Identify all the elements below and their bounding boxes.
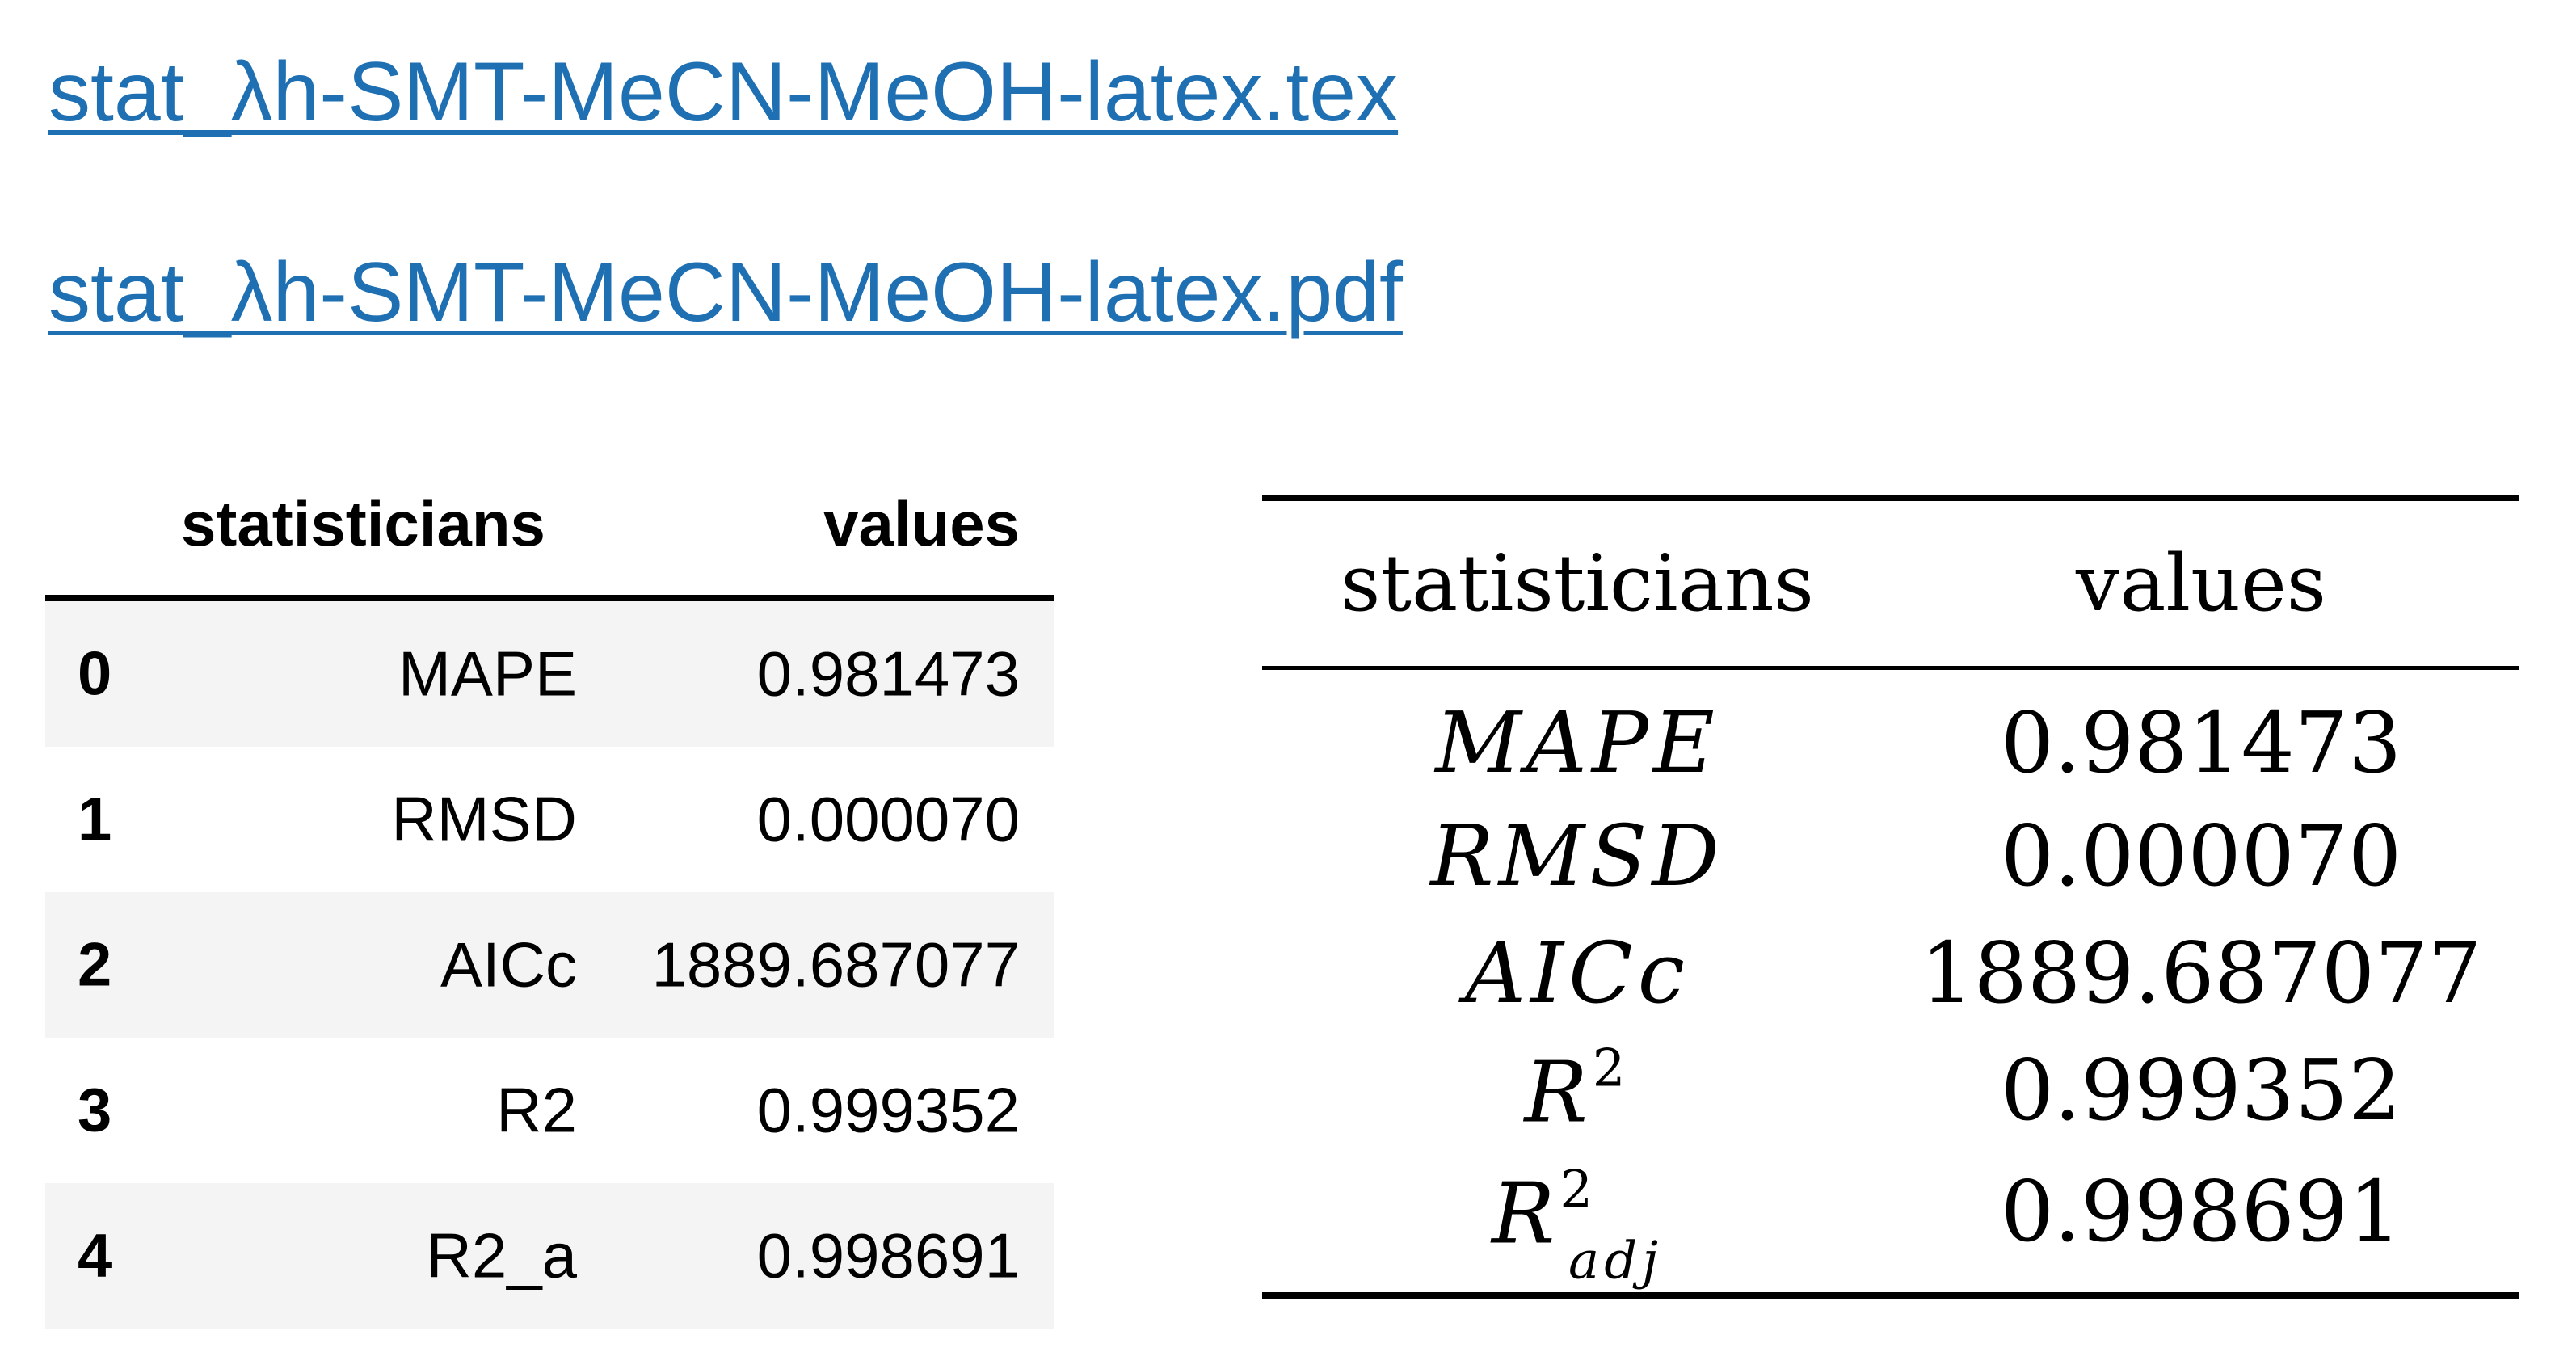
row-index: 3 xyxy=(78,1076,112,1145)
row-stat: MAPE xyxy=(398,638,577,710)
tex-file-link[interactable]: stat_λh-SMT-MeCN-MeOH-latex.tex xyxy=(48,45,1399,139)
latex-row-stat: R2 xyxy=(1524,1039,1630,1142)
dataframe-header: statisticians values xyxy=(45,459,1054,601)
latex-stat-superscript: 2 xyxy=(1559,1160,1598,1220)
latex-row: R2 adj 0.998691 xyxy=(1262,1155,2519,1291)
mid-rule xyxy=(1262,666,2519,670)
row-stat: RMSD xyxy=(391,783,577,855)
latex-row-value: 0.998691 xyxy=(2000,1162,2402,1261)
latex-column-header-values: values xyxy=(2075,538,2327,629)
row-stat: R2_a xyxy=(426,1220,577,1291)
latex-stat-subscript: adj xyxy=(1568,1231,1663,1291)
bottom-rule xyxy=(1262,1292,2519,1299)
latex-row: R2 0.999352 xyxy=(1262,1034,2519,1147)
row-value: 0.999352 xyxy=(756,1074,1020,1146)
row-stat: AICc xyxy=(440,929,577,1000)
latex-body: MAPE 0.981473 RMSD 0.000070 AICc 1889.68… xyxy=(1262,670,2519,1292)
table-row: 3 R2 0.999352 xyxy=(45,1038,1054,1183)
latex-rendered-table: statisticians values MAPE 0.981473 RMSD … xyxy=(1262,495,2519,1299)
latex-row-value: 0.981473 xyxy=(2000,693,2402,792)
dataframe-table: statisticians values 0 MAPE 0.981473 1 R… xyxy=(45,459,1054,1329)
row-value: 0.000070 xyxy=(756,783,1020,855)
latex-stat-base: R xyxy=(1492,1164,1560,1263)
latex-row-value: 0.999352 xyxy=(2000,1041,2402,1139)
pdf-file-link[interactable]: stat_λh-SMT-MeCN-MeOH-latex.pdf xyxy=(48,246,1403,339)
latex-row-stat: AICc xyxy=(1464,924,1690,1022)
latex-row-value: 0.000070 xyxy=(2000,807,2402,905)
latex-row: AICc 1889.687077 xyxy=(1262,916,2519,1030)
latex-stat-base: R xyxy=(1524,1043,1593,1142)
table-row: 1 RMSD 0.000070 xyxy=(45,747,1054,892)
row-index: 2 xyxy=(78,930,112,1000)
column-header-values: values xyxy=(823,488,1020,559)
table-row: 0 MAPE 0.981473 xyxy=(45,601,1054,747)
row-index: 4 xyxy=(78,1221,112,1291)
latex-row-stat: R2 adj xyxy=(1492,1160,1663,1291)
latex-row: MAPE 0.981473 xyxy=(1262,686,2519,799)
row-value: 1889.687077 xyxy=(651,929,1020,1000)
latex-header: statisticians values xyxy=(1262,501,2519,666)
latex-row-stat: RMSD xyxy=(1430,807,1724,905)
row-value: 0.998691 xyxy=(756,1220,1020,1291)
latex-column-header-statisticians: statisticians xyxy=(1341,538,1814,629)
latex-stat-superscript: 2 xyxy=(1592,1038,1631,1099)
top-rule xyxy=(1262,495,2519,501)
column-header-statisticians: statisticians xyxy=(181,488,545,559)
latex-row-stat: MAPE xyxy=(1435,693,1719,792)
latex-row-value: 1889.687077 xyxy=(1920,924,2482,1022)
table-row: 2 AICc 1889.687077 xyxy=(45,892,1054,1038)
table-row: 4 R2_a 0.998691 xyxy=(45,1183,1054,1329)
row-index: 0 xyxy=(78,639,112,709)
row-stat: R2 xyxy=(496,1074,577,1146)
row-index: 1 xyxy=(78,785,112,854)
latex-row: RMSD 0.000070 xyxy=(1262,799,2519,912)
row-value: 0.981473 xyxy=(756,638,1020,710)
